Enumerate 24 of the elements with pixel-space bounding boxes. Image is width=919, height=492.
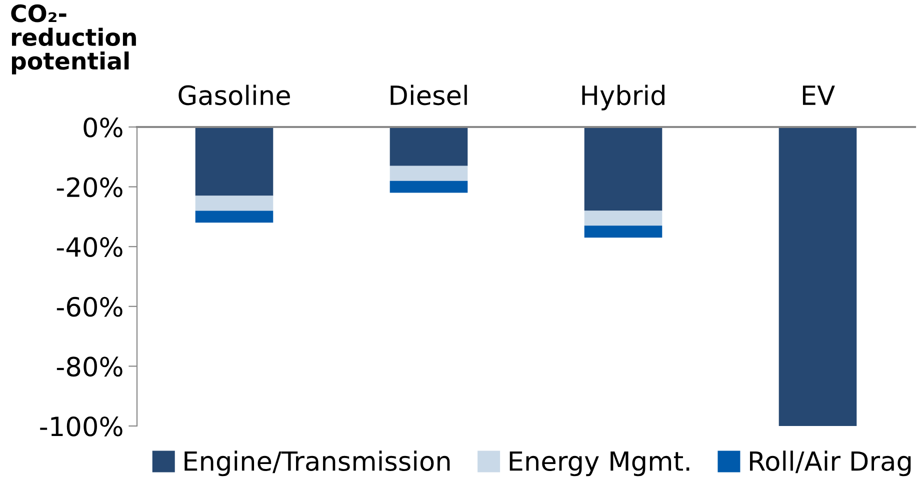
bar bbox=[390, 180, 468, 193]
y-tick-label: -80% bbox=[56, 356, 122, 377]
x-tick-label: Gasoline bbox=[178, 84, 290, 106]
x-tick-label: Diesel bbox=[390, 84, 467, 106]
bar bbox=[390, 127, 468, 166]
y-tick-label: -40% bbox=[56, 237, 122, 257]
legend-label: Engine/Transmission bbox=[184, 450, 450, 476]
x-tick-label: Hybrid bbox=[582, 84, 664, 110]
bar bbox=[195, 196, 274, 211]
y-tick-label: -20% bbox=[56, 177, 122, 198]
x-tick-label: EV bbox=[802, 86, 835, 105]
bar bbox=[584, 210, 662, 226]
bar bbox=[195, 127, 274, 196]
legend-label: Roll/Air Drag bbox=[750, 450, 911, 476]
y-tick-label: -100% bbox=[40, 416, 122, 436]
bar bbox=[778, 127, 857, 426]
legend-label: Energy Mgmt. bbox=[510, 451, 690, 476]
y-axis-title: CO₂- reduction potential bbox=[11, 4, 136, 74]
y-tick-label: -60% bbox=[56, 296, 122, 317]
bar bbox=[584, 226, 662, 238]
bar bbox=[195, 210, 274, 223]
bar bbox=[390, 166, 468, 181]
bar bbox=[584, 127, 662, 211]
y-tick-label: 0% bbox=[84, 117, 122, 138]
